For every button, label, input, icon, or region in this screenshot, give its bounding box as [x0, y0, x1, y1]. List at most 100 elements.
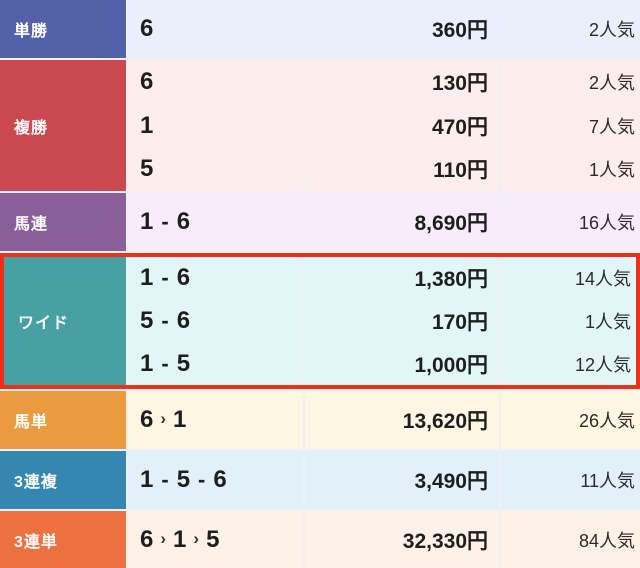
bet-type-header: 単勝	[0, 0, 126, 58]
popularity-value: 2人気	[588, 72, 635, 93]
payout-column: 13,620円	[305, 391, 499, 449]
combination-value: 1-6	[128, 257, 303, 300]
horse-number: 6	[140, 406, 154, 433]
bet-type-header: 複勝	[0, 60, 126, 191]
payout-value: 360円	[431, 19, 488, 42]
payout-row-body: 1-6 8,690円 16人気	[128, 193, 640, 251]
horse-number: 6	[140, 15, 154, 42]
payout-row-highlighted: ワイド 1-6 5-6 1-5 1,380円 170円 1,000円 14人気 1人気 12人気	[0, 253, 640, 389]
payout-value: 170円	[431, 311, 488, 334]
popularity-column: 11人気	[501, 451, 640, 509]
popularity-column: 16人気	[501, 193, 640, 251]
horse-number: 6	[176, 307, 191, 334]
payout-value: 110円	[433, 159, 488, 183]
horse-number: 5	[140, 155, 154, 183]
combination-value: 6 › 1 › 5	[128, 511, 303, 568]
combination-column: 6	[128, 0, 303, 58]
payout-row-body: 1-5-6 3,490円 11人気	[128, 451, 640, 509]
horse-number: 5	[140, 307, 154, 334]
combination-value: 5-6	[128, 300, 303, 343]
popularity-value: 7人気	[588, 116, 635, 137]
dash-separator: -	[161, 467, 169, 492]
bet-type-header: 3連単	[0, 511, 126, 568]
popularity-value: 1人気	[584, 312, 631, 332]
dash-separator: -	[198, 467, 206, 492]
bet-type-label: 馬連	[14, 216, 49, 233]
dash-separator: -	[161, 308, 169, 333]
popularity-value: 12人気	[574, 354, 631, 375]
combination-value: 1-5	[128, 342, 303, 385]
horse-number: 6	[140, 526, 154, 553]
payout-row: 馬単 6 › 1 13,620円 26人気	[0, 391, 640, 449]
combination-column: 1-5-6	[128, 451, 303, 509]
horse-number: 6	[176, 208, 191, 235]
horse-number: 1	[140, 466, 154, 493]
popularity-column: 84人気	[501, 511, 640, 568]
dash-separator: -	[161, 265, 169, 291]
bet-type-label: 3連複	[14, 474, 58, 491]
payout-row: 複勝 6 1 5 130円 470円 110円 2人気 7人気 1人気	[0, 60, 640, 191]
popularity-value: 84人気	[578, 531, 635, 551]
payout-value: 1,380円	[414, 268, 488, 292]
bet-type-label: 複勝	[14, 119, 49, 137]
payout-value: 470円	[431, 115, 488, 139]
popularity-value: 26人気	[578, 411, 635, 431]
payout-value: 8,690円	[414, 212, 488, 235]
horse-number: 1	[140, 349, 154, 377]
payout-column: 1,380円 170円 1,000円	[305, 257, 499, 385]
payout-value: 32,330円	[402, 530, 488, 553]
payout-column: 8,690円	[305, 193, 499, 251]
popularity-column: 2人気 7人気 1人気	[501, 60, 640, 191]
horse-number: 5	[206, 526, 220, 553]
combination-value: 6 › 1	[128, 391, 303, 449]
popularity-value: 14人気	[574, 269, 631, 290]
popularity-column: 2人気	[501, 0, 640, 58]
payout-value: 1,000円	[414, 353, 488, 377]
combination-value: 5	[128, 147, 303, 191]
combination-value: 1	[128, 104, 303, 148]
payout-row-body: 1-6 5-6 1-5 1,380円 170円 1,000円 14人気 1人気 12人気	[128, 257, 636, 385]
horse-number: 6	[176, 264, 191, 292]
popularity-column: 26人気	[501, 391, 640, 449]
payout-row: 馬連 1-6 8,690円 16人気	[0, 193, 640, 251]
payout-row-body: 6 360円 2人気	[128, 0, 640, 58]
payout-column: 32,330円	[305, 511, 499, 568]
combination-column: 6 › 1	[128, 391, 303, 449]
bet-type-header: 馬単	[0, 391, 126, 449]
horse-number: 5	[176, 349, 191, 377]
bet-type-header: 馬連	[0, 193, 126, 251]
payout-row-body: 6 › 1 13,620円 26人気	[128, 391, 640, 449]
arrow-separator-icon: ›	[160, 529, 167, 548]
combination-value: 1-6	[128, 193, 303, 251]
payout-row: 単勝 6 360円 2人気	[0, 0, 640, 58]
payout-row: 3連複 1-5-6 3,490円 11人気	[0, 451, 640, 509]
horse-number: 6	[140, 67, 154, 95]
payout-value: 13,620円	[402, 410, 488, 433]
horse-number: 1	[140, 111, 154, 139]
combination-column: 6 1 5	[128, 60, 303, 191]
bet-type-label: 馬単	[14, 414, 49, 431]
popularity-value: 11人気	[580, 471, 635, 491]
combination-value: 6	[128, 0, 303, 58]
bet-type-label: 3連単	[14, 534, 58, 551]
payout-column: 360円	[305, 0, 499, 58]
payout-row: 3連単 6 › 1 › 5 32,330円 84人気	[0, 511, 640, 568]
arrow-separator-icon: ›	[160, 409, 167, 428]
combination-value: 1-5-6	[128, 451, 303, 509]
popularity-column: 14人気 1人気 12人気	[501, 257, 636, 385]
payout-column: 3,490円	[305, 451, 499, 509]
popularity-value: 1人気	[588, 160, 635, 181]
horse-number: 5	[176, 466, 191, 493]
bet-type-header: 3連複	[0, 451, 126, 509]
combination-column: 1-6	[128, 193, 303, 251]
horse-number: 1	[140, 208, 154, 235]
combination-column: 6 › 1 › 5	[128, 511, 303, 568]
dash-separator: -	[161, 350, 169, 376]
arrow-separator-icon: ›	[193, 529, 200, 548]
horse-number: 1	[140, 264, 154, 292]
bet-type-label: ワイド	[18, 315, 70, 332]
bet-type-label: 単勝	[14, 23, 49, 40]
dash-separator: -	[161, 209, 169, 234]
